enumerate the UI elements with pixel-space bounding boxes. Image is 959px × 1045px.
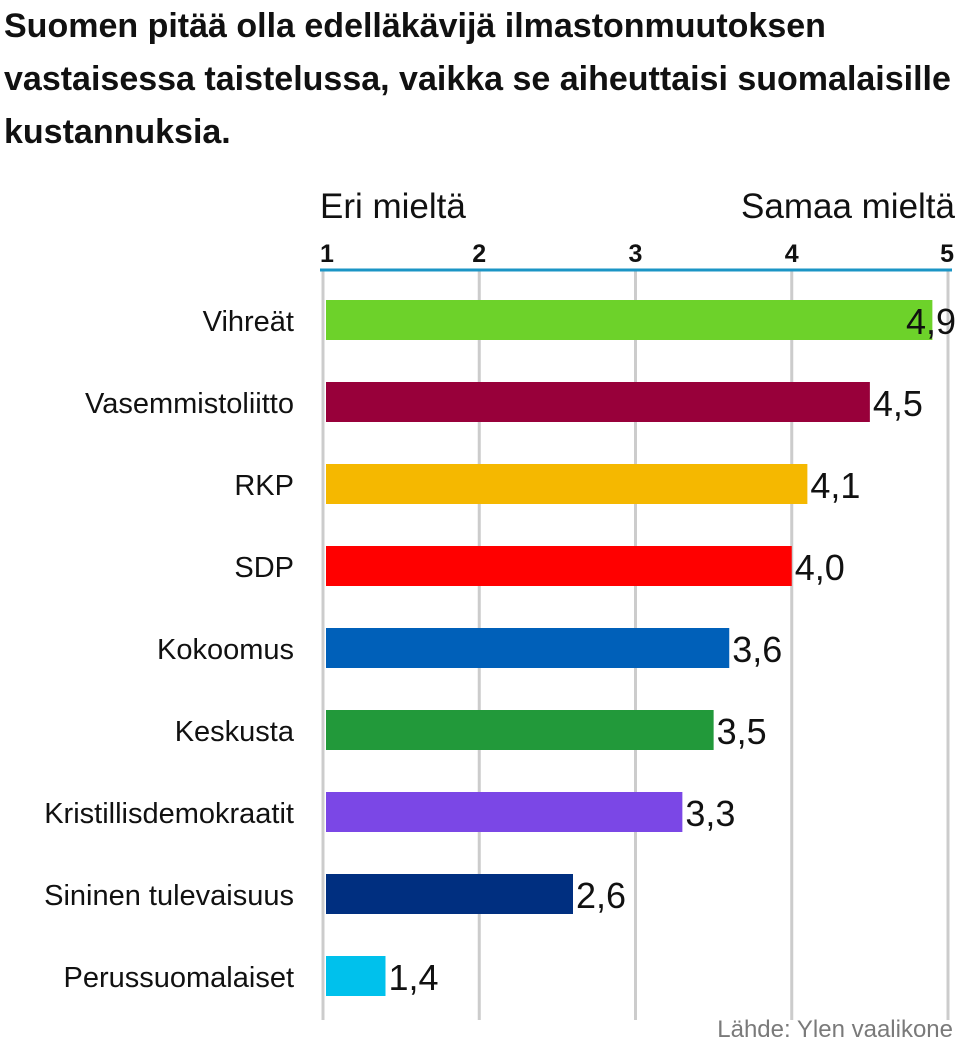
chart-title: Suomen pitää olla edelläkävijä ilmastonm… (4, 7, 951, 151)
x-tick-label: 3 (629, 240, 643, 268)
category-label: Sininen tulevaisuus (44, 880, 294, 912)
bar (326, 300, 933, 340)
bar (326, 464, 808, 504)
data-label: 4,5 (873, 383, 923, 424)
data-label: 3,5 (717, 711, 767, 752)
bar (326, 382, 870, 422)
x-tick-label: 4 (785, 240, 799, 268)
category-label: RKP (234, 470, 294, 502)
bar (326, 546, 792, 586)
value-labels: 4,9 4,5 4,1 4,0 3,6 3,5 3,3 2,6 1,4 (389, 301, 957, 998)
x-axis-ticks: 1 2 3 4 5 (320, 240, 954, 268)
scale-right-label: Samaa mieltä (741, 187, 956, 226)
data-label: 4,1 (810, 465, 860, 506)
bar (326, 710, 714, 750)
source-label: Lähde: Ylen vaalikone (717, 1016, 953, 1043)
category-label: Perussuomalaiset (64, 962, 295, 994)
bar (326, 628, 730, 668)
category-label: Keskusta (175, 716, 295, 748)
bar (326, 792, 683, 832)
bar (326, 874, 573, 914)
category-label: Kristillisdemokraatit (44, 798, 294, 830)
category-label: Vasemmistoliitto (85, 388, 294, 420)
category-label: SDP (234, 552, 294, 584)
scale-left-label: Eri mieltä (320, 187, 466, 226)
data-label: 4,9 (906, 301, 956, 342)
x-tick-label: 2 (472, 240, 486, 268)
category-labels: Vihreät Vasemmistoliitto RKP SDP Kokoomus Kes… (44, 306, 295, 994)
data-label: 4,0 (795, 547, 845, 588)
x-tick-label: 5 (940, 240, 954, 268)
data-label: 3,6 (732, 629, 782, 670)
category-label: Vihreät (203, 306, 294, 338)
x-tick-label: 1 (320, 240, 334, 268)
data-label: 2,6 (576, 875, 626, 916)
bar (326, 956, 386, 996)
category-label: Kokoomus (157, 634, 294, 666)
data-label: 1,4 (389, 957, 439, 998)
data-label: 3,3 (685, 793, 735, 834)
bars (326, 300, 933, 996)
